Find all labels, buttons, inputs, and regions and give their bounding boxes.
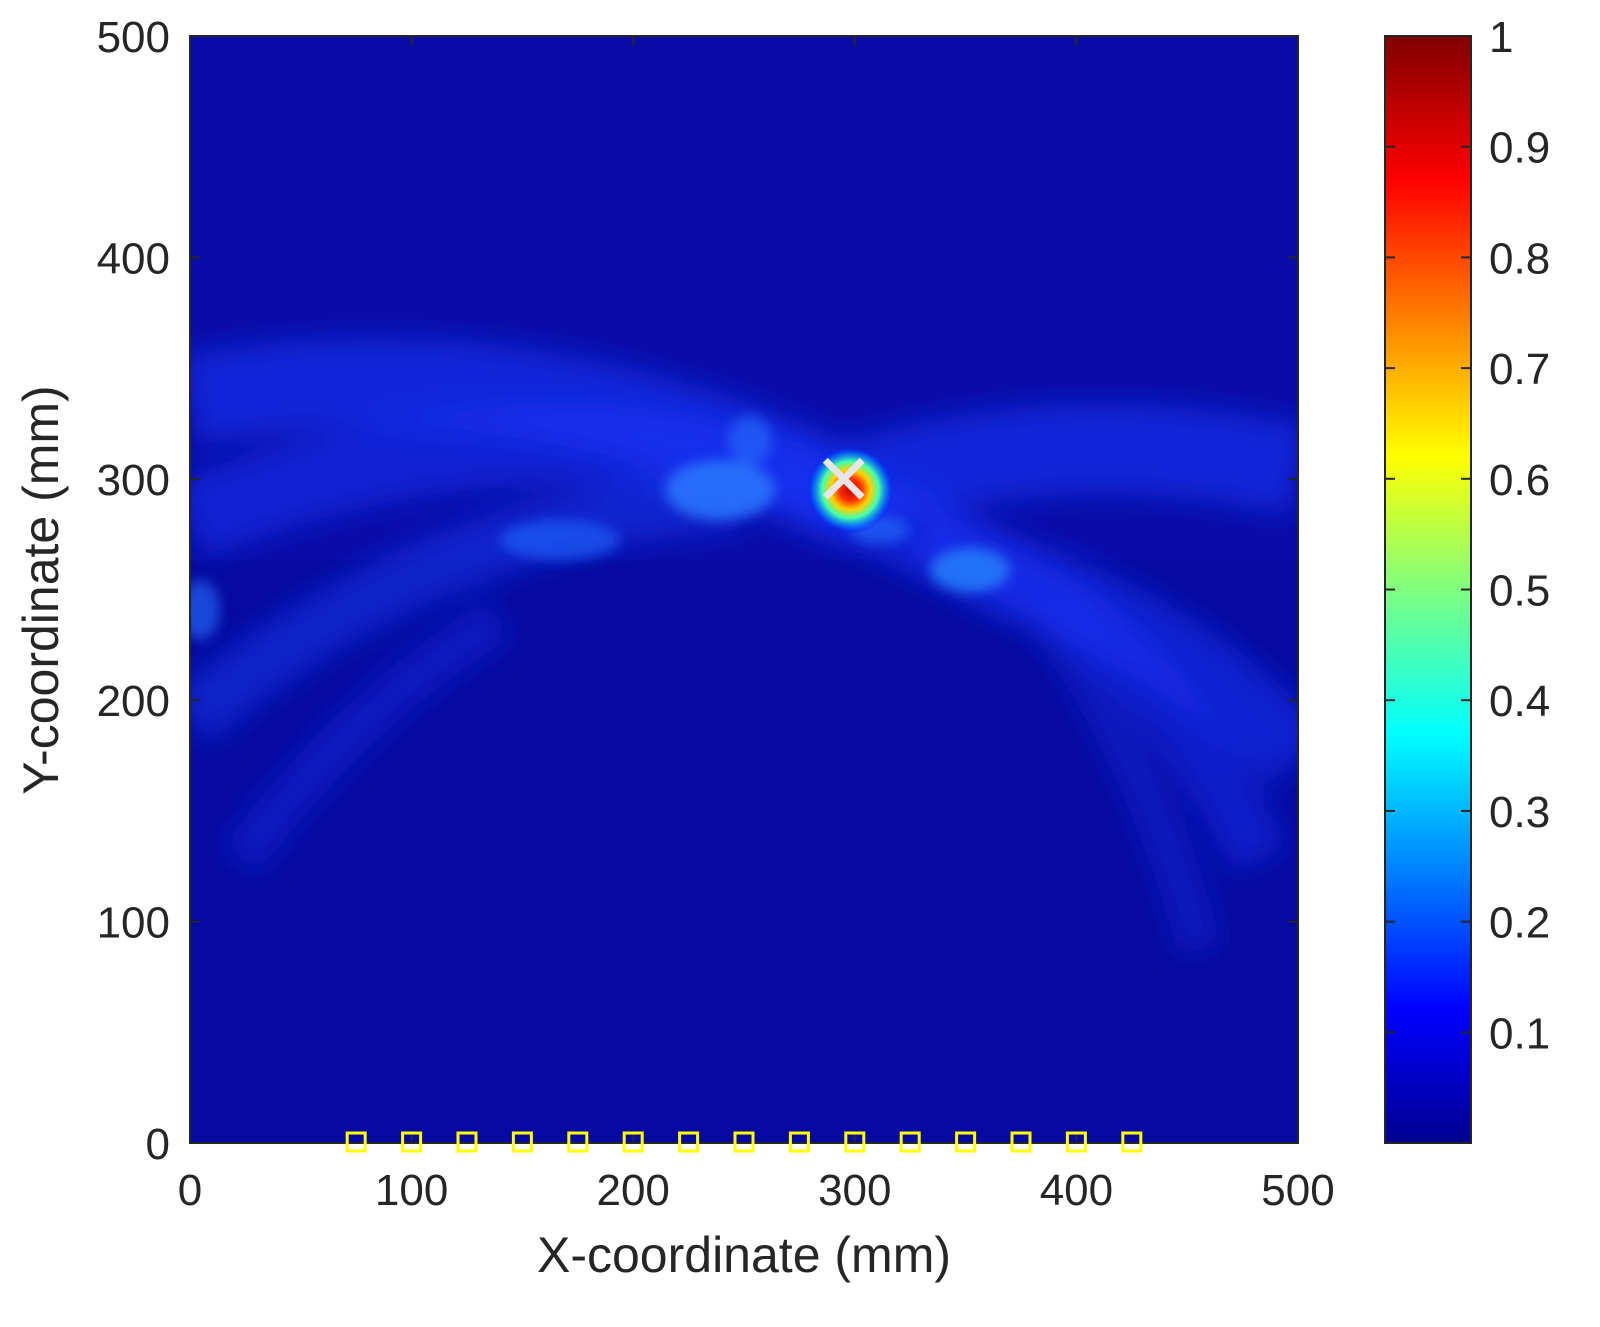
sensor-marker	[733, 1131, 755, 1153]
y-tick-label: 500	[97, 13, 170, 62]
colorbar-scale	[1384, 35, 1472, 1144]
sensor-marker	[511, 1131, 533, 1153]
sensor-marker	[622, 1131, 644, 1153]
sensor-marker	[1065, 1131, 1087, 1153]
colorbar-tick-label: 1	[1489, 13, 1513, 62]
sensor-marker	[567, 1131, 589, 1153]
y-tick-label: 0	[146, 1120, 170, 1169]
sensor-marker	[456, 1131, 478, 1153]
heatmap-bright-spots	[190, 415, 1010, 640]
x-tick-label: 300	[818, 1166, 891, 1215]
x-tick-label: 0	[178, 1166, 202, 1215]
colorbar-tick-label: 0.3	[1489, 788, 1550, 837]
sensor-marker	[899, 1131, 921, 1153]
x-tick-label: 200	[596, 1166, 669, 1215]
y-tick-label: 100	[97, 899, 170, 948]
estimated-location-marker	[822, 457, 865, 500]
x-axis-ticks: 0 100 200 300 400 500	[178, 36, 1335, 1215]
x-tick-label: 100	[375, 1166, 448, 1215]
sensor-marker	[1121, 1131, 1143, 1153]
plot-frame	[189, 35, 1299, 1144]
y-tick-label: 300	[97, 456, 170, 505]
colorbar-ticks: 0.1 0.2 0.3 0.4 0.5 0.6 0.7 0.8 0.9 1	[1385, 13, 1550, 1058]
colorbar-tick-label: 0.6	[1489, 456, 1550, 505]
colorbar-tick-label: 0.2	[1489, 899, 1550, 948]
sensor-marker	[678, 1131, 700, 1153]
colorbar-tick-label: 0.5	[1489, 567, 1550, 616]
sensor-marker	[844, 1131, 866, 1153]
y-tick-label: 200	[97, 677, 170, 726]
colorbar: 0.1 0.2 0.3 0.4 0.5 0.6 0.7 0.8 0.9 1	[1384, 13, 1550, 1144]
sensor-marker	[401, 1131, 423, 1153]
y-axis-label: Y-coordinate (mm)	[13, 385, 69, 794]
sensor-marker	[955, 1131, 977, 1153]
x-tick-label: 400	[1040, 1166, 1113, 1215]
x-marker-stroke	[822, 457, 865, 500]
colorbar-tick-label: 0.1	[1489, 1009, 1550, 1058]
heatmap-arc-bands	[190, 337, 1298, 956]
colorbar-tick-label: 0.7	[1489, 345, 1550, 394]
heatmap-plot-area	[190, 36, 1298, 1143]
sensor-markers	[345, 1131, 1143, 1153]
sensor-marker	[345, 1131, 367, 1153]
x-tick-label: 500	[1261, 1166, 1334, 1215]
sensor-marker	[788, 1131, 810, 1153]
y-tick-label: 400	[97, 234, 170, 283]
colorbar-tick-label: 0.4	[1489, 677, 1550, 726]
y-axis-ticks: 0 100 200 300 400 500	[97, 13, 1298, 1169]
sensor-marker	[1010, 1131, 1032, 1153]
x-axis-label: X-coordinate (mm)	[537, 1227, 951, 1283]
colorbar-tick-label: 0.9	[1489, 124, 1550, 173]
colorbar-tick-label: 0.8	[1489, 234, 1550, 283]
